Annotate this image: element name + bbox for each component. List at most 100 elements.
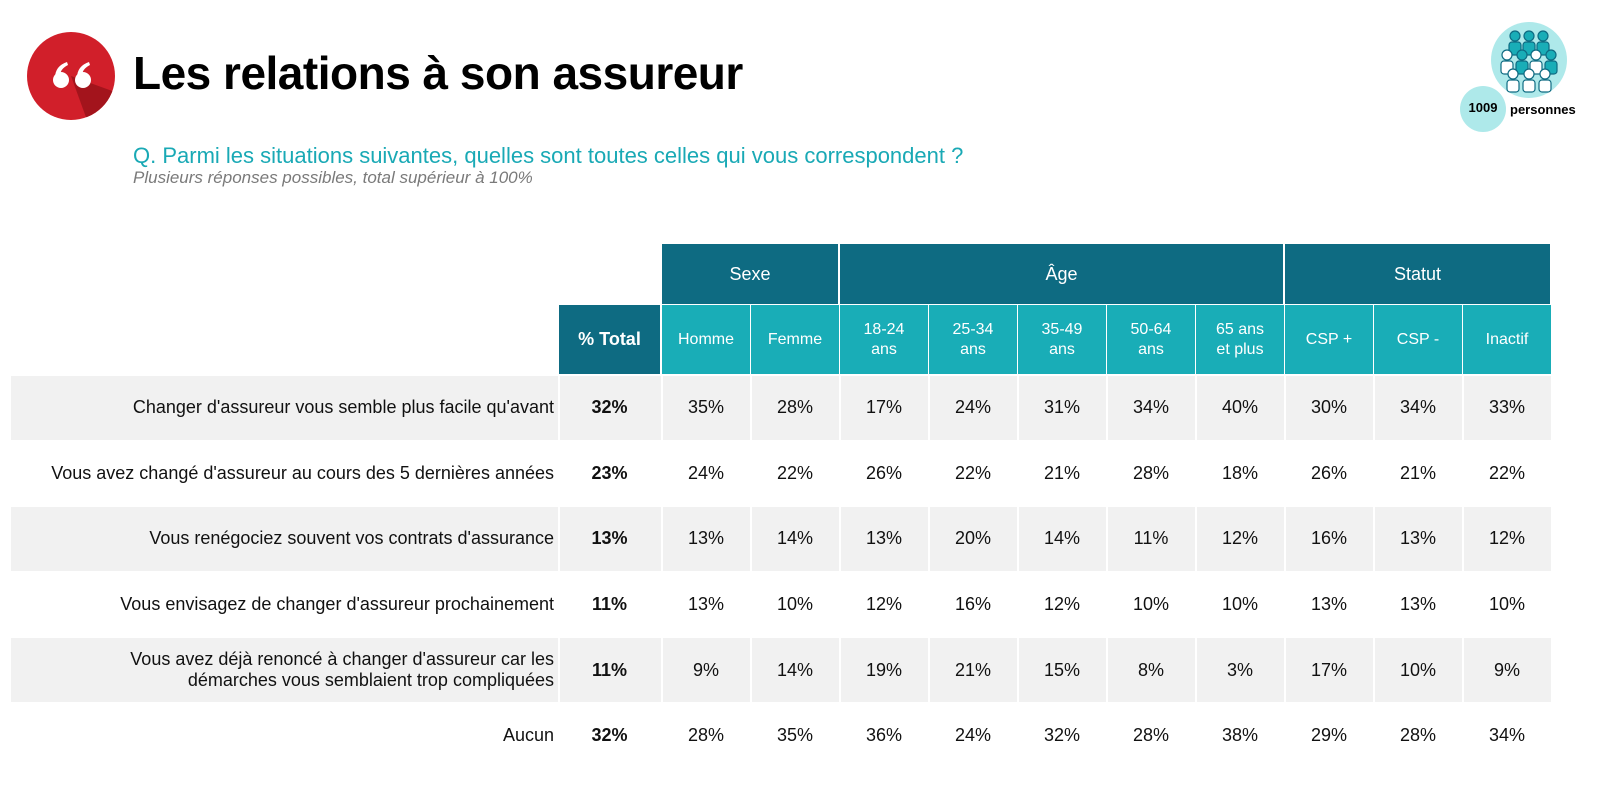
table-cell: 17% bbox=[840, 376, 928, 440]
table-cell-text: 40% bbox=[1221, 397, 1259, 418]
table-cell: 22% bbox=[929, 442, 1017, 506]
row-label: Vous envisagez de changer d'assureur pro… bbox=[11, 573, 557, 637]
table-cell: 33% bbox=[1463, 376, 1551, 440]
table-cell-text: 21% bbox=[1043, 462, 1081, 483]
row-band bbox=[11, 638, 1551, 702]
table-cell-text: 12% bbox=[1221, 528, 1259, 549]
column-header-1: Femme bbox=[751, 305, 839, 374]
table-cell-text: 31% bbox=[1043, 397, 1081, 418]
table-cell: 10% bbox=[1374, 638, 1462, 702]
table-cell: 10% bbox=[1463, 573, 1551, 637]
group-header-0-text: Sexe bbox=[729, 263, 771, 284]
table-cell: 28% bbox=[1374, 704, 1462, 768]
table-cell-text: 26% bbox=[1310, 462, 1348, 483]
column-header-4: 35-49 ans bbox=[1018, 305, 1106, 374]
table-cell: 21% bbox=[1374, 442, 1462, 506]
table-cell: 17% bbox=[1285, 638, 1373, 702]
group-header-1: Âge bbox=[840, 244, 1283, 304]
column-divider bbox=[1106, 376, 1108, 770]
table-cell: 34% bbox=[1374, 376, 1462, 440]
column-header-2: 18-24 ans bbox=[840, 305, 928, 374]
group-header-1-text: Âge bbox=[1045, 263, 1078, 284]
table-cell: 28% bbox=[1107, 442, 1195, 506]
table-cell: 26% bbox=[840, 442, 928, 506]
table-cell-text: 18% bbox=[1221, 462, 1259, 483]
table-cell-text: 12% bbox=[865, 594, 903, 615]
column-divider bbox=[558, 376, 560, 770]
total-value-text: 32% bbox=[591, 397, 628, 418]
table-cell-text: 14% bbox=[1043, 528, 1081, 549]
total-value: 13% bbox=[559, 507, 660, 571]
table-cell: 13% bbox=[840, 507, 928, 571]
row-label-text: Vous avez déjà renoncé à changer d'assur… bbox=[130, 649, 554, 670]
table-cell: 8% bbox=[1107, 638, 1195, 702]
table-cell: 22% bbox=[751, 442, 839, 506]
total-value: 32% bbox=[559, 704, 660, 768]
row-label: Vous avez changé d'assureur au cours des… bbox=[11, 442, 557, 506]
sample-label: personnes bbox=[1510, 102, 1576, 117]
column-header-3: 25-34 ans bbox=[929, 305, 1017, 374]
column-header-7-text: CSP + bbox=[1305, 330, 1353, 348]
table-cell-text: 28% bbox=[1399, 725, 1437, 746]
table-cell-text: 13% bbox=[1399, 528, 1437, 549]
column-header-6-text: 65 ans bbox=[1215, 320, 1265, 338]
table-cell: 24% bbox=[662, 442, 750, 506]
table-cell-text: 28% bbox=[1132, 725, 1170, 746]
table-cell: 28% bbox=[751, 376, 839, 440]
table-cell-text: 12% bbox=[1043, 594, 1081, 615]
table-cell-text: 34% bbox=[1132, 397, 1170, 418]
column-divider bbox=[661, 376, 663, 770]
table-cell-text: 17% bbox=[1310, 659, 1348, 680]
page-title: Les relations à son assureur bbox=[133, 47, 743, 99]
table-cell: 18% bbox=[1196, 442, 1284, 506]
column-header-0: Homme bbox=[662, 305, 750, 374]
table-cell: 3% bbox=[1196, 638, 1284, 702]
group-header-0: Sexe bbox=[662, 244, 838, 304]
table-cell: 9% bbox=[662, 638, 750, 702]
column-header-2-text: ans bbox=[871, 340, 897, 358]
table-cell-text: 30% bbox=[1310, 397, 1348, 418]
table-cell-text: 10% bbox=[1221, 594, 1259, 615]
table-cell: 34% bbox=[1107, 376, 1195, 440]
row-label-text: Vous avez changé d'assureur au cours des… bbox=[51, 462, 554, 483]
column-header-6-text: et plus bbox=[1216, 340, 1264, 358]
table-cell: 22% bbox=[1463, 442, 1551, 506]
row-label: Vous avez déjà renoncé à changer d'assur… bbox=[11, 638, 557, 702]
column-divider bbox=[1462, 376, 1464, 770]
table-cell: 14% bbox=[751, 507, 839, 571]
total-value-text: 32% bbox=[591, 725, 628, 746]
table-cell: 14% bbox=[1018, 507, 1106, 571]
table-cell-text: 16% bbox=[954, 594, 992, 615]
table-cell-text: 17% bbox=[865, 397, 903, 418]
table-cell: 13% bbox=[662, 507, 750, 571]
table-cell-text: 28% bbox=[1132, 462, 1170, 483]
table-cell-text: 32% bbox=[1043, 725, 1081, 746]
table-cell-text: 12% bbox=[1488, 528, 1526, 549]
total-value: 11% bbox=[559, 573, 660, 637]
table-cell: 14% bbox=[751, 638, 839, 702]
column-header-1-text: Femme bbox=[767, 330, 823, 348]
table-cell: 12% bbox=[1018, 573, 1106, 637]
table-cell-text: 22% bbox=[954, 462, 992, 483]
table-cell-text: 20% bbox=[954, 528, 992, 549]
table-cell: 35% bbox=[662, 376, 750, 440]
column-header-9-text: Inactif bbox=[1485, 330, 1529, 348]
table-cell-text: 10% bbox=[1488, 594, 1526, 615]
table-cell-text: 15% bbox=[1043, 659, 1081, 680]
table-cell-text: 13% bbox=[1399, 594, 1437, 615]
table-cell-text: 26% bbox=[865, 462, 903, 483]
table-cell: 13% bbox=[662, 573, 750, 637]
row-label-text: démarches vous semblaient trop compliqué… bbox=[187, 670, 554, 691]
table-cell-text: 24% bbox=[687, 462, 725, 483]
column-divider bbox=[1373, 376, 1375, 770]
table-cell-text: 28% bbox=[687, 725, 725, 746]
row-label-text: Vous envisagez de changer d'assureur pro… bbox=[120, 594, 554, 615]
table-cell-text: 38% bbox=[1221, 725, 1259, 746]
row-label-text: Aucun bbox=[502, 725, 554, 746]
table-cell-text: 19% bbox=[865, 659, 903, 680]
table-cell-text: 21% bbox=[954, 659, 992, 680]
row-label: Vous renégociez souvent vos contrats d'a… bbox=[11, 507, 557, 571]
table-cell-text: 11% bbox=[1133, 528, 1169, 549]
column-header-5-text: ans bbox=[1138, 340, 1164, 358]
column-header-9: Inactif bbox=[1463, 305, 1551, 374]
